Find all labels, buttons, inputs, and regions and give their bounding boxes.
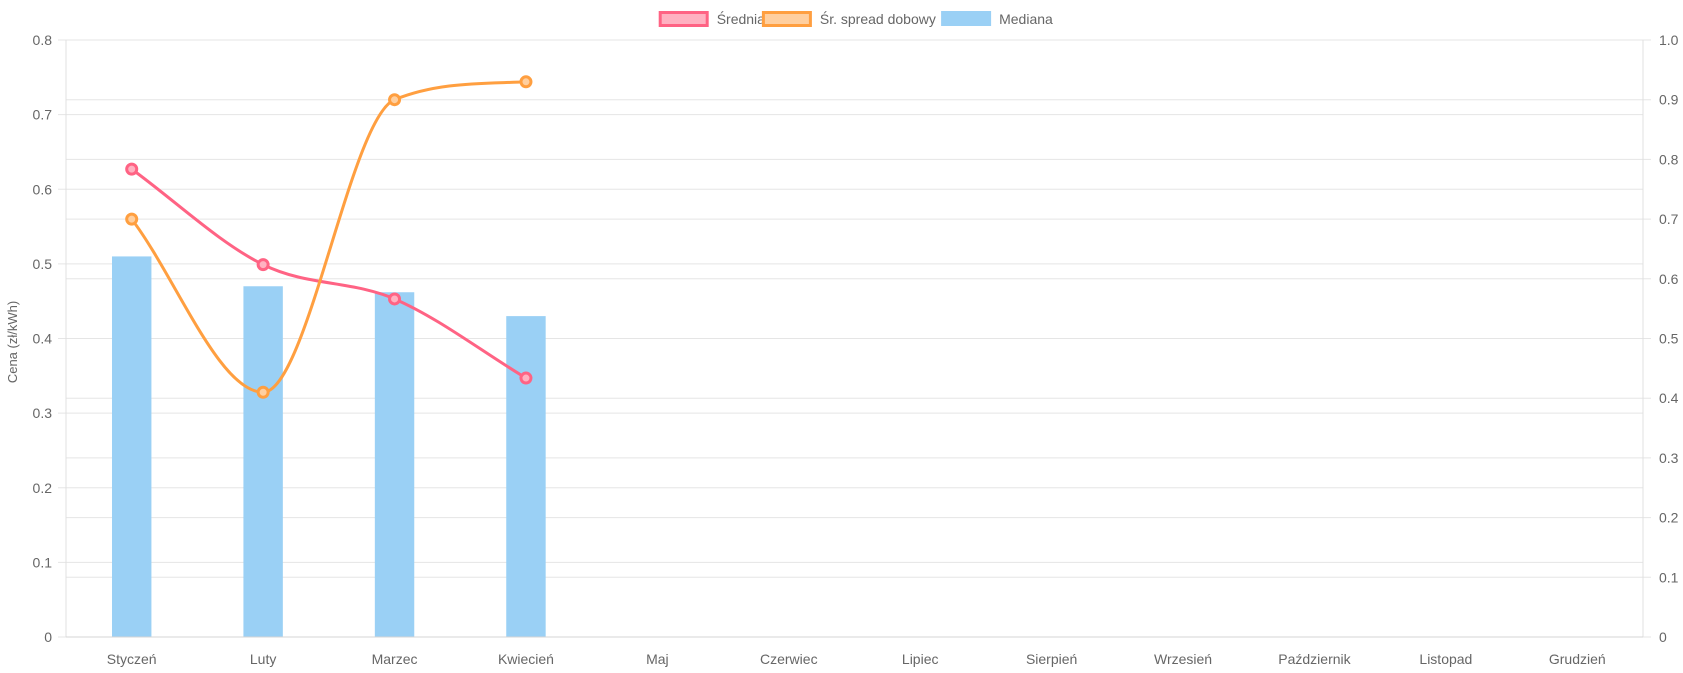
x-tick-label: Marzec (372, 651, 418, 667)
point-srednia[interactable] (388, 292, 402, 306)
axes: 0 0.1 0.2 0.3 0.4 0.5 0.6 0.7 0.8 0 0.1 0.2 0.3 0.4 0.… (33, 32, 1679, 667)
legend-swatch (658, 11, 709, 27)
x-tick-label: Wrzesień (1154, 651, 1212, 667)
y2-tick-label: 0 (1659, 629, 1667, 645)
legend-label: Średnia (717, 10, 765, 27)
y2-tick-label: 0.6 (1659, 271, 1679, 287)
legend[interactable]: Średnia Śr. spread dobowy Mediana (658, 10, 1053, 27)
y2-tick-label: 0.7 (1659, 211, 1679, 227)
y2-tick-label: 0.1 (1659, 569, 1679, 585)
point-srednia[interactable] (256, 258, 270, 272)
bars (111, 256, 546, 637)
x-tick-label: Sierpień (1026, 651, 1077, 667)
x-tick-label: Maj (646, 651, 669, 667)
legend-label: Śr. spread dobowy (820, 10, 936, 27)
line-srednia (130, 167, 528, 380)
x-tick-label: Kwiecień (498, 651, 554, 667)
point-spread[interactable] (519, 75, 533, 89)
point-spread[interactable] (125, 212, 139, 226)
y-tick-label: 0.8 (33, 32, 53, 48)
legend-item[interactable]: Mediana (941, 11, 1053, 27)
x-tick-label: Październik (1278, 651, 1351, 667)
y-tick-label: 0.5 (33, 256, 53, 272)
line-spread (130, 80, 528, 394)
y2-tick-label: 0.9 (1659, 92, 1679, 108)
x-tick-label: Listopad (1419, 651, 1472, 667)
points (125, 75, 533, 399)
y-axis-title: Cena (zł/kWh) (5, 301, 20, 383)
legend-item[interactable]: Średnia (658, 10, 765, 27)
y-tick-label: 0.2 (33, 480, 53, 496)
x-tick-label: Grudzień (1549, 651, 1606, 667)
y2-tick-label: 0.8 (1659, 151, 1679, 167)
y-tick-label: 0.1 (33, 554, 53, 570)
point-spread[interactable] (388, 93, 402, 107)
x-tick-label: Luty (250, 651, 276, 667)
grid (58, 39, 1651, 638)
y2-tick-label: 0.3 (1659, 450, 1679, 466)
y-tick-label: 0.7 (33, 107, 53, 123)
y2-tick-label: 1.0 (1659, 32, 1679, 48)
legend-label: Mediana (999, 11, 1053, 27)
y-tick-label: 0 (44, 629, 52, 645)
lines (130, 80, 528, 394)
legend-swatch (761, 11, 812, 27)
bar-mediana[interactable] (111, 256, 152, 637)
y-tick-label: 0.4 (33, 331, 53, 347)
legend-item[interactable]: Śr. spread dobowy (761, 10, 936, 27)
x-tick-label: Styczeń (107, 651, 157, 667)
x-tick-label: Czerwiec (760, 651, 818, 667)
x-tick-label: Lipiec (902, 651, 939, 667)
bar-mediana[interactable] (506, 316, 546, 637)
y2-tick-label: 0.2 (1659, 510, 1679, 526)
point-srednia[interactable] (519, 371, 533, 385)
point-spread[interactable] (256, 385, 270, 399)
y-tick-label: 0.3 (33, 405, 53, 421)
bar-mediana[interactable] (243, 286, 283, 637)
y2-tick-label: 0.4 (1659, 390, 1679, 406)
y2-tick-label: 0.5 (1659, 331, 1679, 347)
legend-swatch (941, 11, 992, 26)
y-tick-label: 0.6 (33, 181, 53, 197)
point-srednia[interactable] (125, 162, 139, 176)
bar-mediana[interactable] (374, 292, 415, 637)
